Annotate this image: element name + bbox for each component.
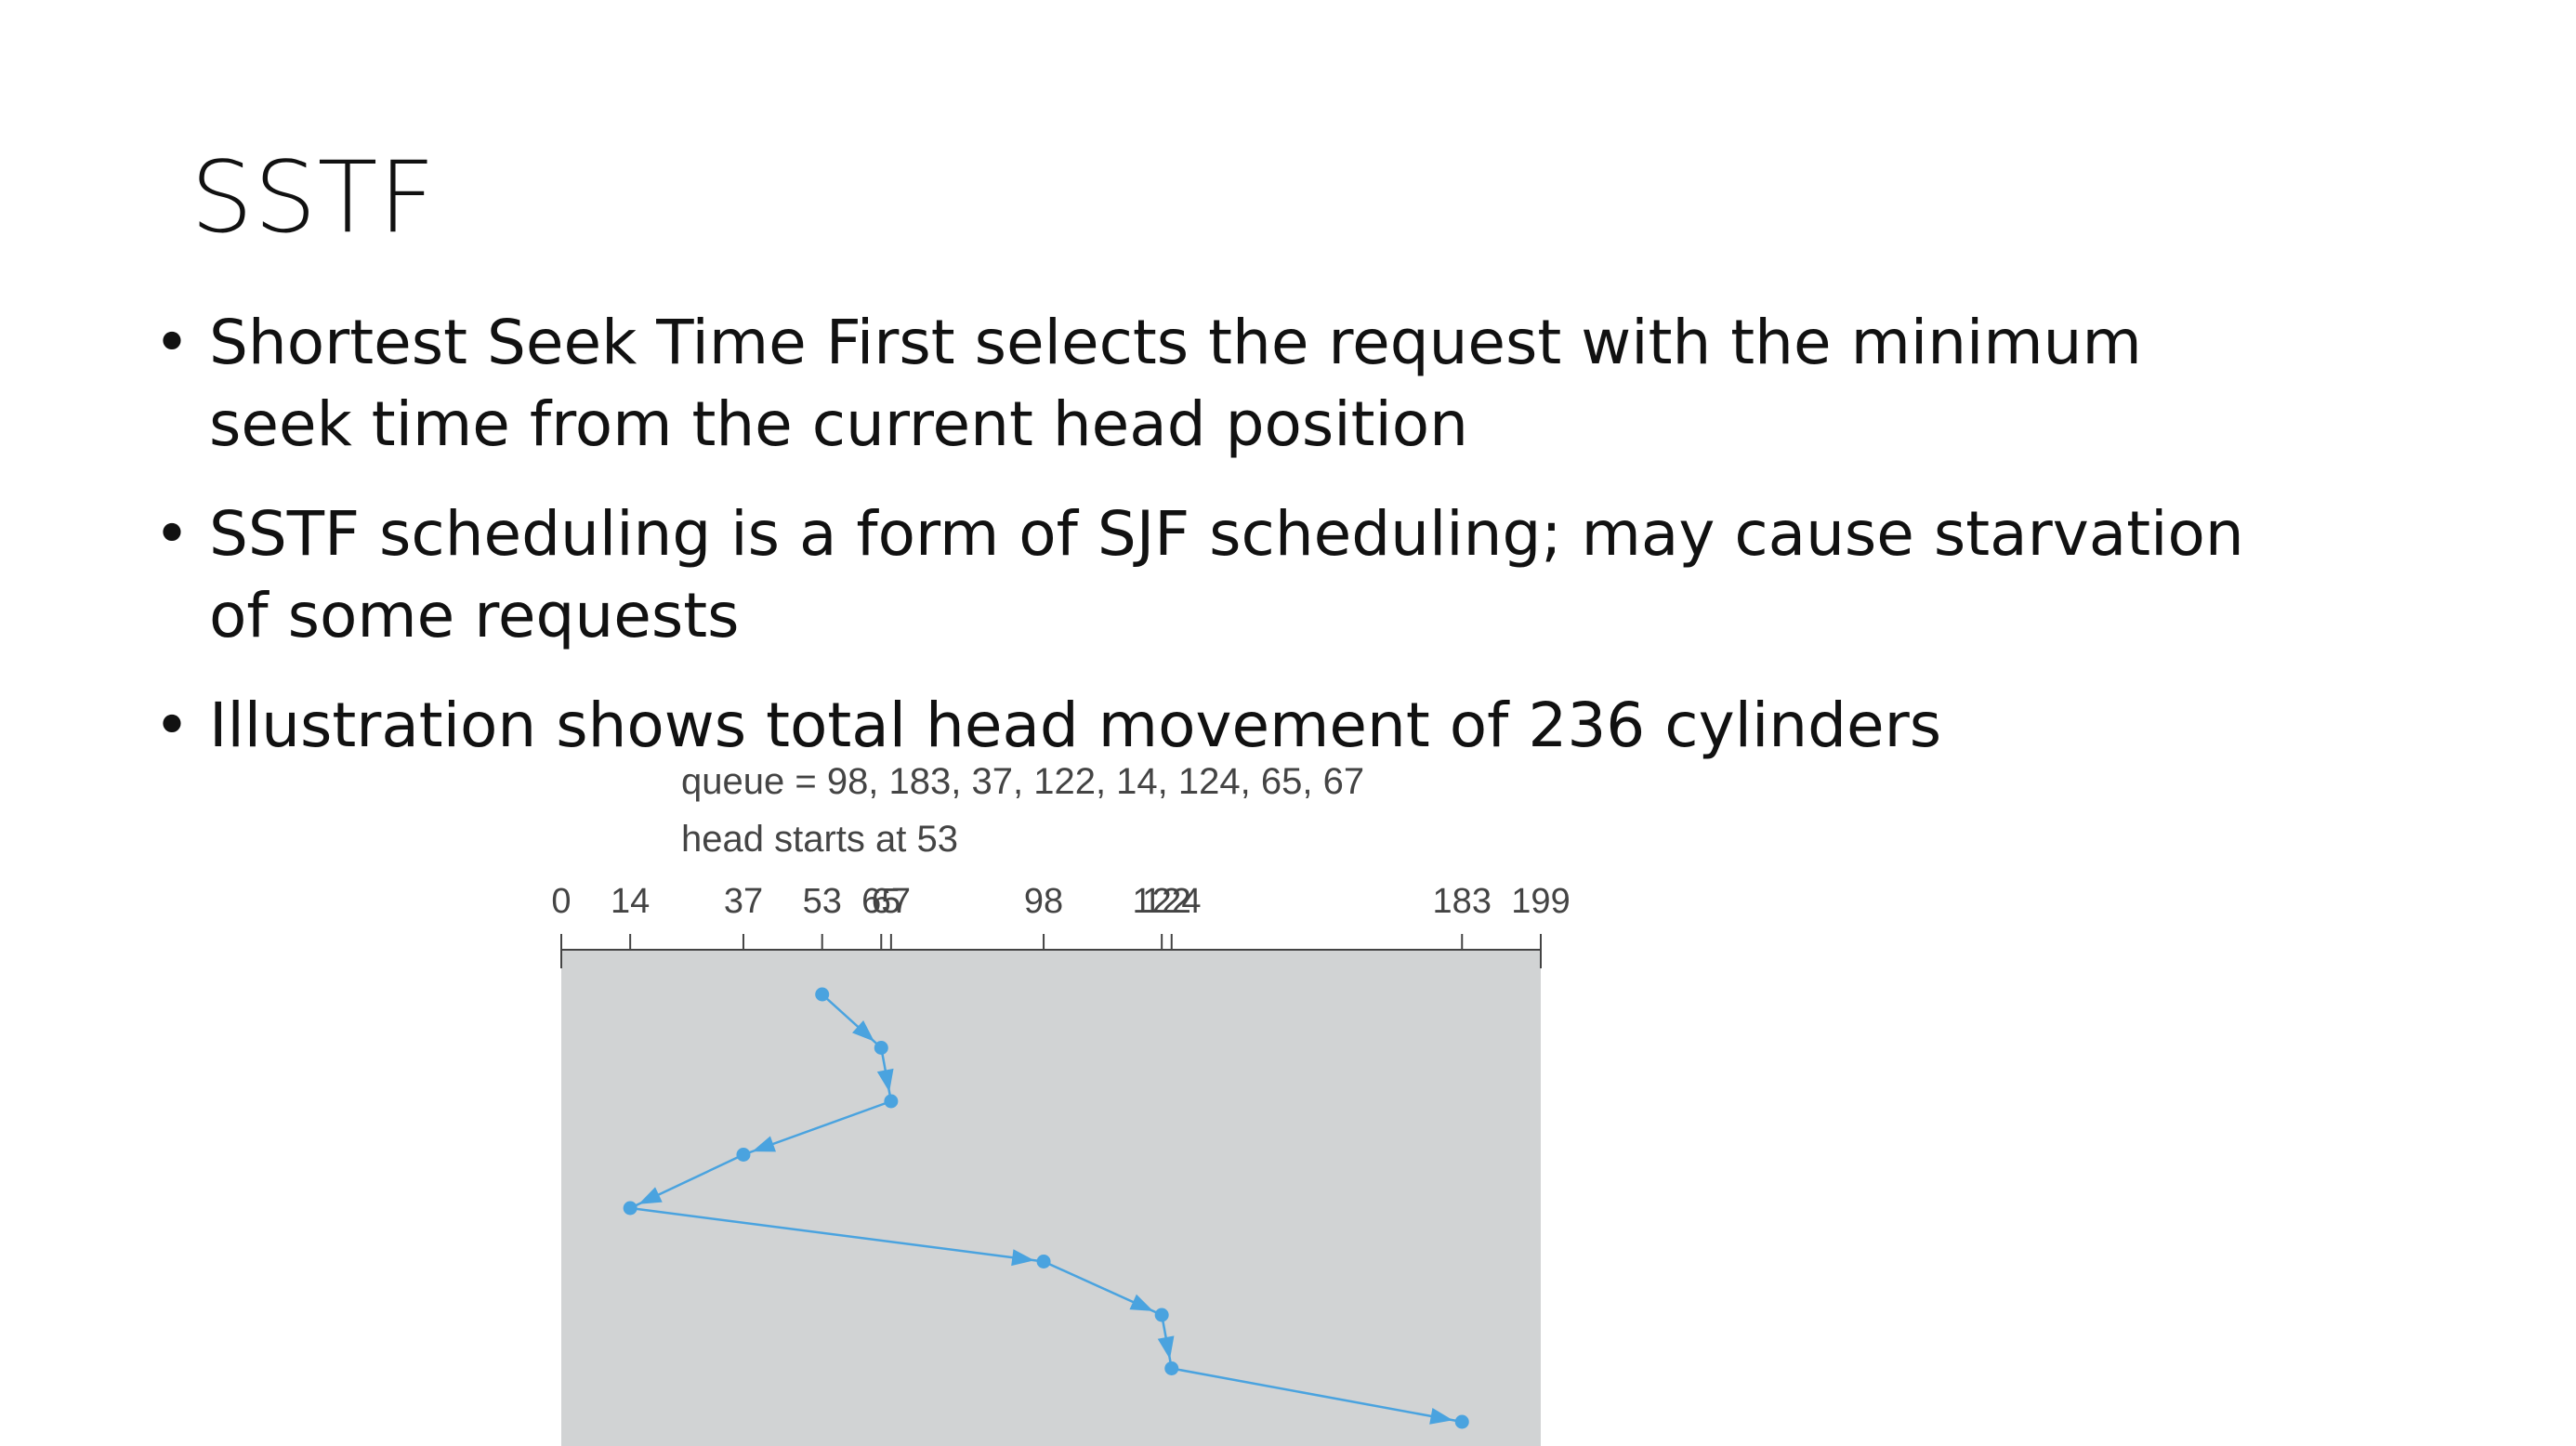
bullet-text: Shortest Seek Time First selects the req…	[209, 307, 2142, 460]
axis-tick-label: 14	[611, 882, 650, 921]
bullet-list: • Shortest Seek Time First selects the re…	[153, 302, 2291, 795]
bullet-dot-icon: •	[153, 307, 191, 378]
sstf-diagram: queue = 98, 183, 37, 122, 14, 124, 65, 6…	[520, 762, 1580, 1446]
path-point	[1454, 1414, 1469, 1429]
axis-tick-label: 53	[803, 882, 842, 921]
arrowhead	[638, 1187, 663, 1204]
bullet-dot-icon: •	[153, 498, 191, 570]
arrowhead	[1157, 1335, 1175, 1360]
axis-tick-label: 183	[1433, 882, 1492, 921]
bullet-dot-icon: •	[153, 690, 191, 761]
arrowhead	[1129, 1294, 1154, 1311]
bullet-item: • SSTF scheduling is a form of SJF schedu…	[153, 493, 2291, 657]
bullet-text: SSTF scheduling is a form of SJF schedul…	[209, 498, 2244, 651]
axis-tick-label: 67	[872, 882, 911, 921]
axis-tick-label: 122	[1132, 882, 1190, 921]
path-point	[736, 1148, 751, 1162]
arrowhead	[876, 1068, 894, 1093]
bullet-text: Illustration shows total head movement o…	[209, 690, 1942, 761]
plot-background	[561, 950, 1541, 1446]
path-point	[623, 1201, 637, 1216]
arrowhead	[852, 1020, 874, 1042]
bullet-item: • Illustration shows total head movement …	[153, 685, 2291, 767]
path-point	[884, 1094, 899, 1109]
axis-tick-label: 37	[724, 882, 763, 921]
arrowhead	[1429, 1407, 1453, 1425]
path-point	[1154, 1308, 1169, 1322]
path-point	[1164, 1361, 1179, 1375]
axis-tick-label: 65	[861, 882, 900, 921]
head-movement-path	[623, 987, 1469, 1429]
path-point	[815, 987, 830, 1002]
queue-label: queue = 98, 183, 37, 122, 14, 124, 65, 6…	[681, 762, 1364, 802]
axis-tick-label: 124	[1142, 882, 1201, 921]
path-segment	[629, 1206, 1045, 1263]
head-start-label: head starts at 53	[681, 819, 958, 860]
slide-title: SSTF	[191, 140, 437, 255]
arrowhead	[1011, 1249, 1035, 1267]
axis-tick-label: 199	[1511, 882, 1570, 921]
arrowhead	[752, 1136, 777, 1152]
path-point	[874, 1041, 888, 1055]
axis-tick-label: 98	[1024, 882, 1063, 921]
bullet-item: • Shortest Seek Time First selects the re…	[153, 302, 2291, 466]
path-point	[1036, 1255, 1051, 1269]
path-segment	[1171, 1367, 1463, 1424]
sstf-diagram-svg: queue = 98, 183, 37, 122, 14, 124, 65, 6…	[551, 762, 1571, 1446]
axis-tick-label: 0	[551, 882, 571, 921]
